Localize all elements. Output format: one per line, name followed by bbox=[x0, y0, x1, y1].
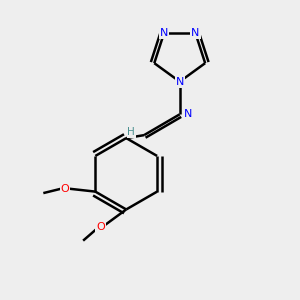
Text: N: N bbox=[184, 109, 193, 119]
Text: N: N bbox=[191, 28, 200, 38]
Text: H: H bbox=[128, 127, 135, 137]
Text: N: N bbox=[160, 28, 168, 38]
Text: O: O bbox=[61, 184, 69, 194]
Text: O: O bbox=[96, 222, 105, 232]
Text: N: N bbox=[176, 76, 184, 87]
